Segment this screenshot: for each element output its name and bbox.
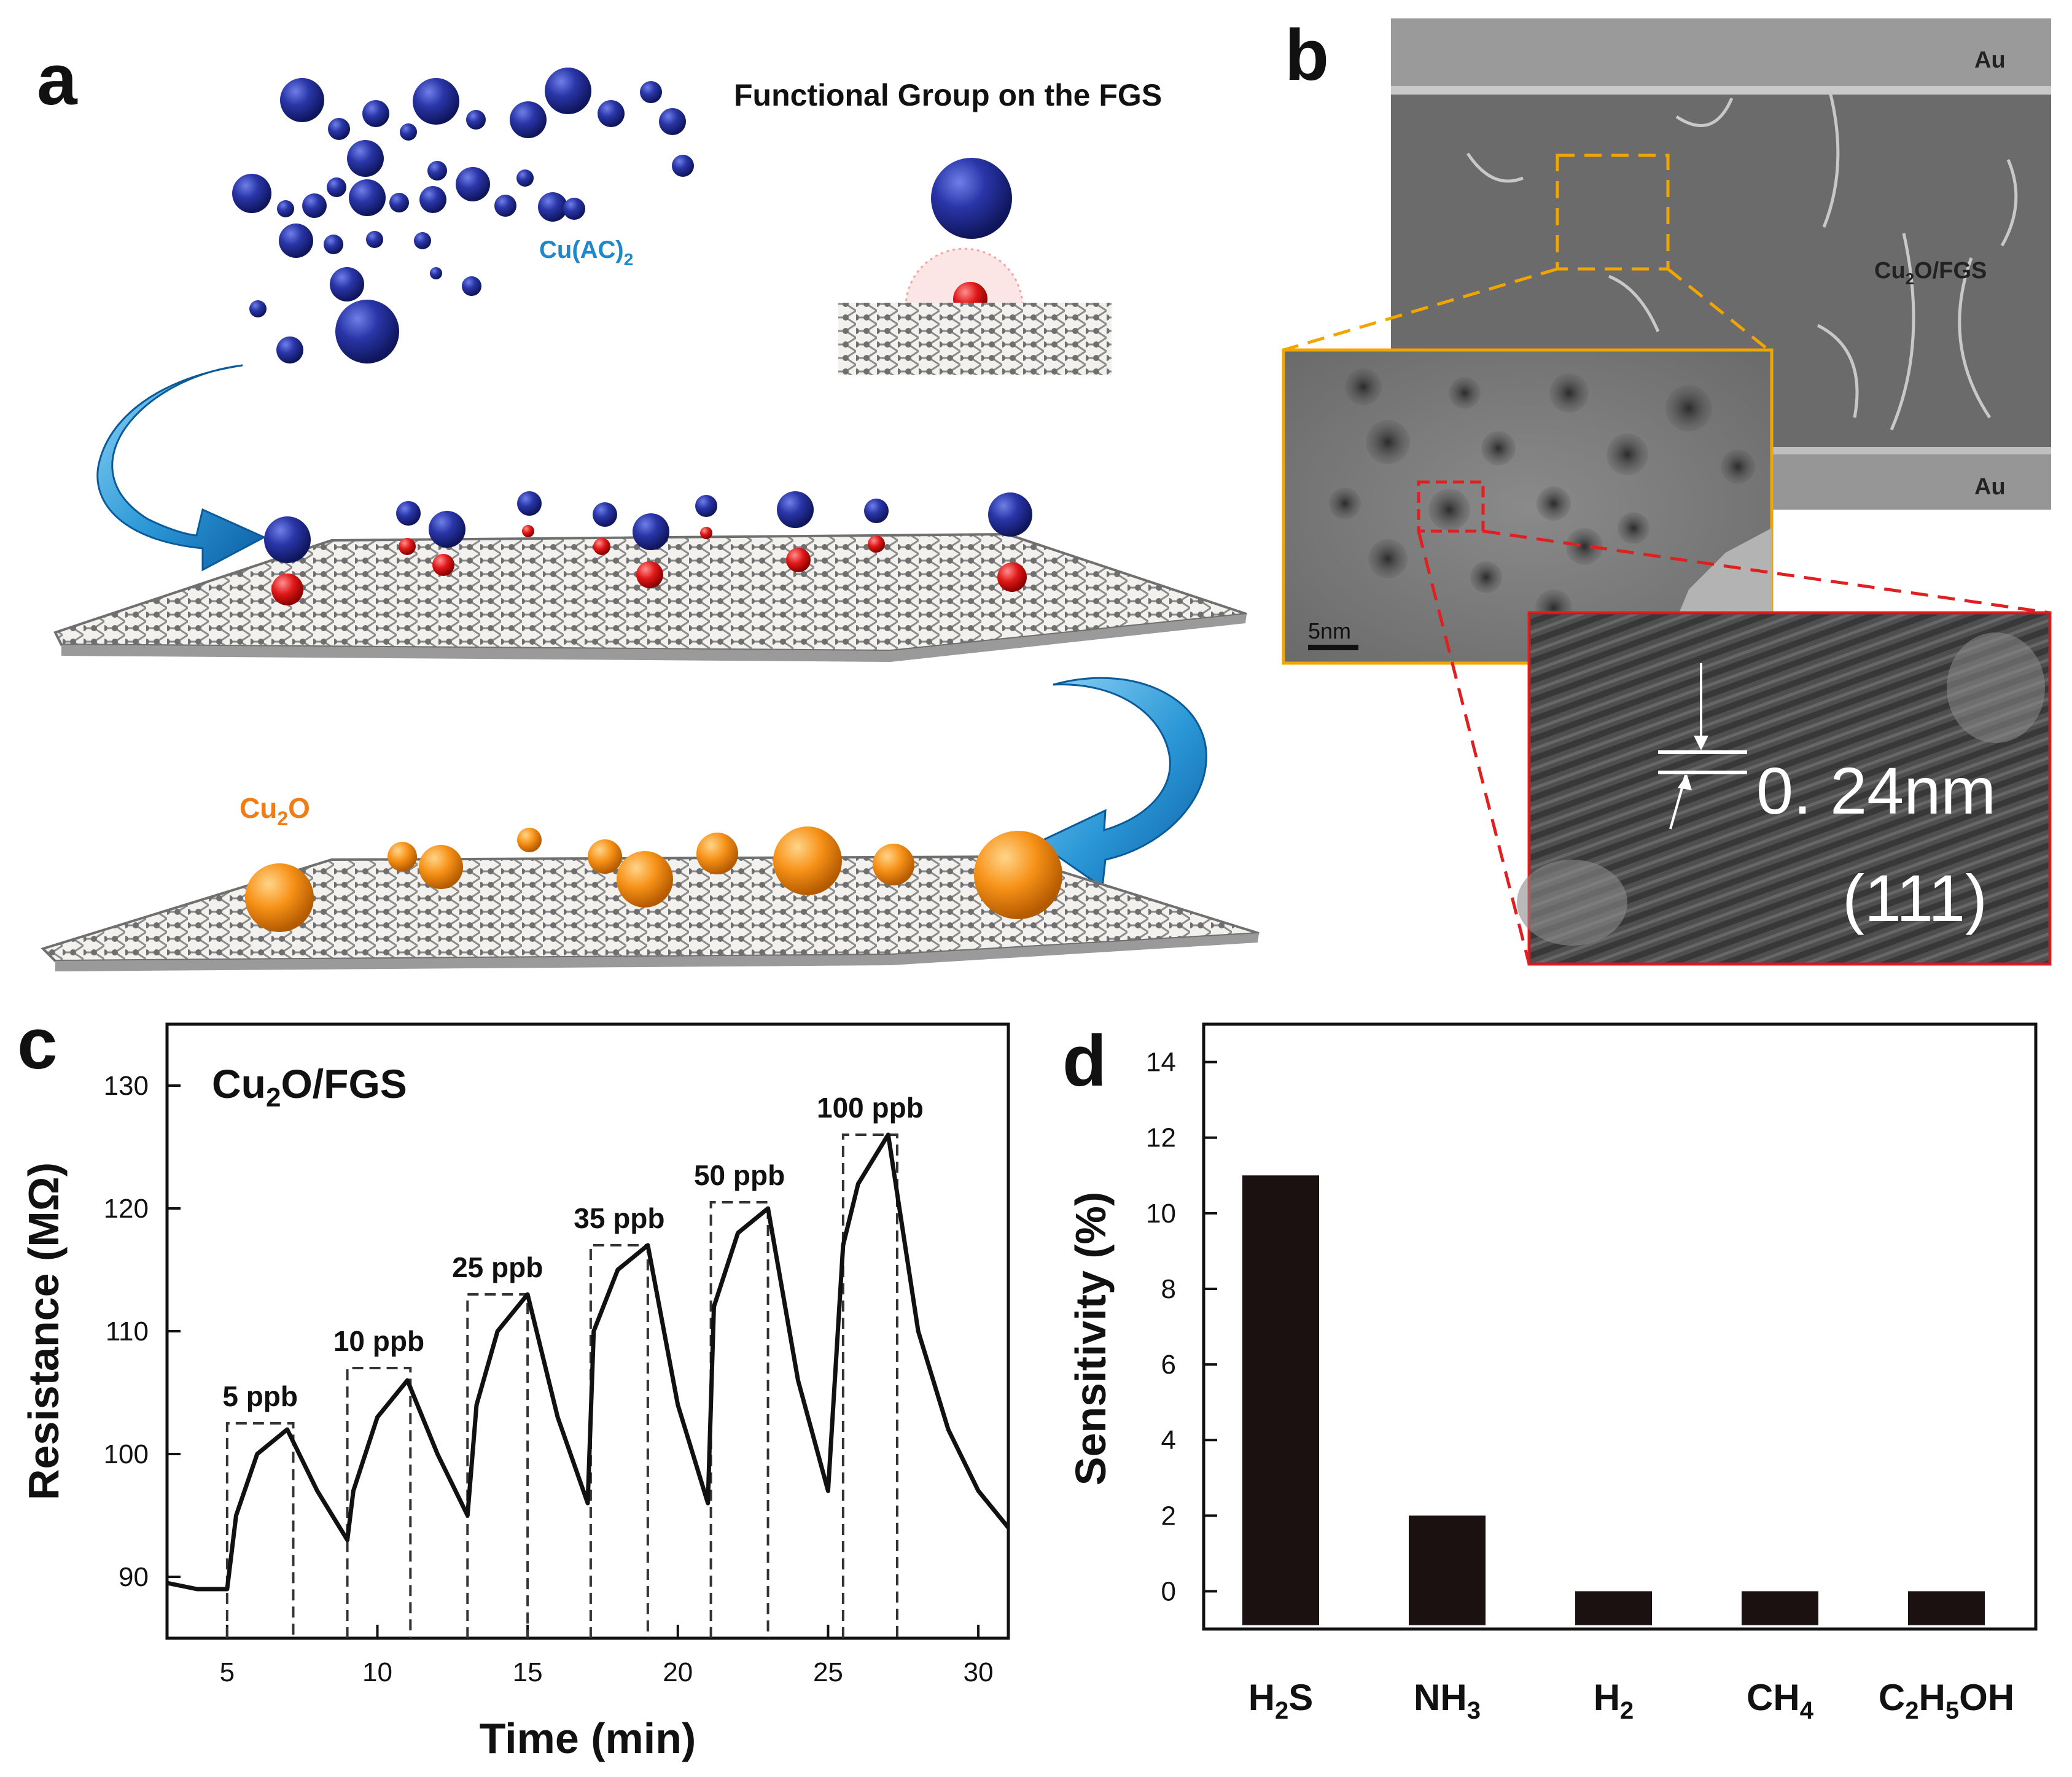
x-tick-label: 20 bbox=[663, 1657, 693, 1687]
sensitivity-bar bbox=[1575, 1591, 1652, 1625]
panel-c-letter: c bbox=[17, 1003, 58, 1084]
panel-a-letter: a bbox=[37, 39, 78, 120]
panel-c-x-ticks: 5 10 15 20 25 30 bbox=[220, 1625, 994, 1687]
cu2o-particles bbox=[245, 826, 1062, 932]
category-label: NH3 bbox=[1414, 1677, 1481, 1724]
x-tick-label: 15 bbox=[513, 1657, 543, 1687]
exposure-window bbox=[225, 1422, 295, 1638]
resistance-curve bbox=[166, 1132, 1010, 1592]
lattice-plane-label: (111) bbox=[1842, 861, 1987, 935]
panel-c-y-axis-title: Resistance (MΩ) bbox=[20, 1162, 68, 1500]
concentration-label: 100 ppb bbox=[817, 1092, 924, 1124]
concentration-label: 50 ppb bbox=[694, 1159, 785, 1191]
functional-group-inset bbox=[838, 158, 1112, 375]
concentration-label: 10 ppb bbox=[333, 1325, 424, 1357]
panel-c-sample-label: Cu2O/FGS bbox=[212, 1061, 407, 1113]
panel-d: d 0 2 4 6 8 10 12 14 H2S NH3 H2 CH4 C2H5OH Sensitiv… bbox=[1062, 1021, 2038, 1724]
sensitivity-bar bbox=[1908, 1591, 1985, 1625]
sem-bottom-electrode: Au bbox=[1974, 474, 2006, 500]
concentration-label: 35 ppb bbox=[574, 1202, 664, 1234]
precursor-label: Cu(AC)2 bbox=[539, 236, 633, 269]
y-tick-label: 0 bbox=[1161, 1576, 1176, 1606]
x-tick-label: 10 bbox=[362, 1657, 392, 1687]
y-tick-label: 6 bbox=[1161, 1350, 1176, 1380]
category-label: H2S bbox=[1248, 1677, 1314, 1724]
zoom-line-3 bbox=[1417, 531, 1531, 965]
exposure-window bbox=[466, 1293, 529, 1638]
exposure-window bbox=[346, 1367, 412, 1638]
sem-film-label: Cu2O/FGS bbox=[1874, 258, 1987, 288]
zoom-line-1 bbox=[1283, 267, 1558, 352]
bound-precursor-pairs bbox=[264, 491, 1032, 605]
panel-a: a Functional Group on the FGS bbox=[37, 39, 1260, 971]
panel-d-letter: d bbox=[1062, 1021, 1107, 1102]
y-tick-label: 14 bbox=[1146, 1048, 1176, 1078]
sensitivity-bar bbox=[1742, 1591, 1818, 1625]
y-tick-label: 8 bbox=[1161, 1274, 1176, 1304]
panel-c-y-ticks: 90 100 110 120 130 bbox=[104, 1071, 181, 1592]
zoom-line-4 bbox=[1482, 529, 2051, 615]
process-arrow-1 bbox=[96, 364, 267, 572]
y-tick-label: 4 bbox=[1161, 1425, 1176, 1455]
x-tick-label: 30 bbox=[964, 1657, 994, 1687]
x-tick-label: 25 bbox=[813, 1657, 843, 1687]
concentration-label: 5 ppb bbox=[222, 1380, 298, 1412]
exposure-window bbox=[709, 1201, 769, 1638]
y-tick-label: 120 bbox=[104, 1194, 149, 1224]
y-tick-label: 110 bbox=[106, 1316, 149, 1347]
panel-c-exposure-windows bbox=[225, 1133, 898, 1638]
y-tick-label: 2 bbox=[1161, 1501, 1176, 1531]
exposure-window bbox=[589, 1244, 649, 1638]
panel-d-categories: H2S NH3 H2 CH4 C2H5OH bbox=[1248, 1677, 2014, 1724]
concentration-label: 25 ppb bbox=[452, 1251, 543, 1283]
panel-a-title: Functional Group on the FGS bbox=[734, 78, 1162, 112]
zoom-line-2 bbox=[1667, 268, 1770, 351]
y-tick-label: 10 bbox=[1146, 1199, 1176, 1229]
panel-d-bars bbox=[1242, 1175, 1985, 1625]
panel-d-y-axis-title: Sensitivity (%) bbox=[1067, 1192, 1115, 1485]
panel-c-concentration-labels: 5 ppb 10 ppb 25 ppb 35 ppb 50 ppb 100 ppb bbox=[222, 1092, 924, 1412]
panel-b: b Au Au Cu2O/FGS bbox=[1282, 15, 2052, 966]
panel-d-plot-frame bbox=[1202, 1022, 2038, 1631]
precursor-particles bbox=[232, 68, 694, 364]
x-tick-label: 5 bbox=[220, 1657, 235, 1687]
y-tick-label: 130 bbox=[104, 1071, 149, 1101]
hrtem-image: 0. 24nm (111) bbox=[1517, 611, 2052, 966]
tem-scale-bar: 5nm bbox=[1308, 618, 1351, 644]
panel-b-letter: b bbox=[1285, 15, 1329, 96]
graphene-sheet-1 bbox=[53, 532, 1247, 662]
panel-d-y-ticks: 0 2 4 6 8 10 12 14 bbox=[1146, 1048, 1217, 1606]
category-label: H2 bbox=[1594, 1677, 1634, 1724]
product-label: Cu2O bbox=[240, 792, 310, 830]
panel-c: c Cu2O/FGS 5 10 15 20 25 30 90 100 110 120 130 5 … bbox=[17, 1003, 1010, 1762]
graphene-sheet-2 bbox=[41, 855, 1260, 971]
y-tick-label: 90 bbox=[119, 1562, 149, 1592]
y-tick-label: 12 bbox=[1146, 1123, 1176, 1153]
process-arrow-2 bbox=[1036, 677, 1207, 889]
category-label: CH4 bbox=[1747, 1677, 1814, 1724]
panel-c-x-axis-title: Time (min) bbox=[480, 1714, 696, 1762]
sensitivity-bar bbox=[1409, 1515, 1486, 1625]
sem-top-electrode: Au bbox=[1974, 47, 2006, 73]
lattice-spacing-label: 0. 24nm bbox=[1756, 753, 1996, 828]
y-tick-label: 100 bbox=[104, 1439, 149, 1469]
exposure-window bbox=[841, 1133, 898, 1638]
sensitivity-bar bbox=[1242, 1175, 1319, 1625]
category-label: C2H5OH bbox=[1879, 1677, 2014, 1724]
